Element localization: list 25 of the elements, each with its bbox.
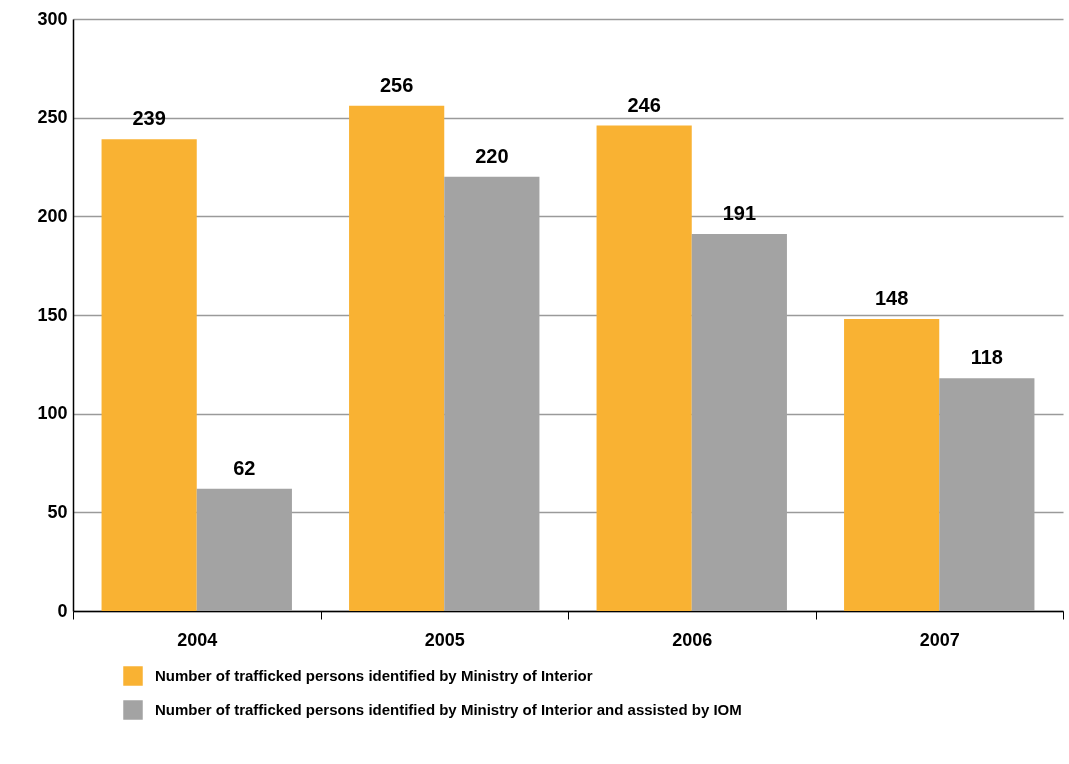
y-tick-label: 150 xyxy=(37,304,68,325)
legend-label: Number of trafficked persons identified by Ministry of Interior xyxy=(155,667,593,684)
x-tick-label: 2007 xyxy=(919,629,960,650)
data-label: 118 xyxy=(970,346,1003,369)
x-tick-label: 2006 xyxy=(672,629,713,650)
bar xyxy=(844,318,940,611)
y-tick-label: 0 xyxy=(57,600,68,621)
legend-label: Number of trafficked persons identified by Ministry of Interior and assisted by IOM xyxy=(155,701,742,718)
bar xyxy=(596,125,692,611)
bar xyxy=(349,105,445,611)
data-label: 256 xyxy=(379,73,414,96)
y-tick-label: 100 xyxy=(37,403,68,424)
y-tick-label: 200 xyxy=(37,205,68,226)
data-label: 220 xyxy=(475,144,509,167)
data-label: 62 xyxy=(233,456,256,479)
y-tick-label: 50 xyxy=(47,501,68,522)
data-label: 239 xyxy=(132,107,166,130)
data-label: 148 xyxy=(874,286,909,309)
data-label: 191 xyxy=(722,202,757,225)
y-tick-label: 250 xyxy=(37,107,68,128)
bar xyxy=(101,139,197,611)
y-tick-label: 300 xyxy=(37,8,68,29)
data-label: 246 xyxy=(627,93,661,116)
x-tick-label: 2005 xyxy=(424,629,465,650)
x-tick-label: 2004 xyxy=(177,629,218,650)
